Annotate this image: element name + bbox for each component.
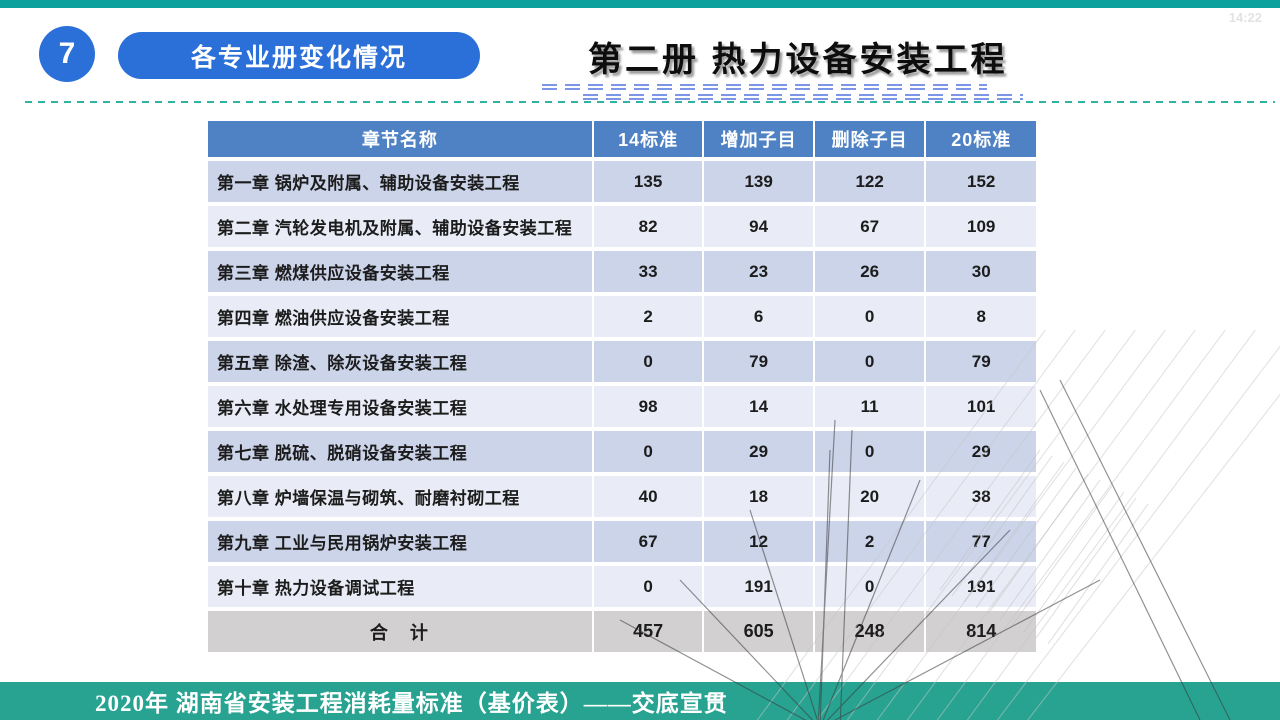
value-cell: 18 — [704, 476, 813, 517]
value-cell: 77 — [926, 521, 1036, 562]
table-header: 章节名称 14标准 增加子目 删除子目 20标准 — [208, 121, 1036, 157]
value-cell: 98 — [593, 386, 703, 427]
chapter-name-cell: 第四章 燃油供应设备安装工程 — [208, 296, 592, 337]
table-body: 第一章 锅炉及附属、辅助设备安装工程 135 139 122 152 第二章 汽轮发电机及… — [208, 161, 1036, 652]
value-cell: 38 — [926, 476, 1036, 517]
value-cell: 101 — [926, 386, 1036, 427]
footer-bar: 2020年 湖南省安装工程消耗量标准（基价表）——交底宣贯 — [0, 682, 1280, 720]
value-cell: 11 — [814, 386, 925, 427]
value-cell: 109 — [926, 206, 1036, 247]
table-row: 第五章 除渣、除灰设备安装工程 0 79 0 79 — [208, 341, 1036, 382]
divider-dashed-line — [25, 101, 1275, 103]
value-cell: 67 — [593, 521, 703, 562]
section-pill-label: 各专业册变化情况 — [190, 43, 407, 72]
column-header: 章节名称 — [208, 121, 592, 157]
value-cell: 0 — [814, 431, 925, 472]
value-cell: 0 — [593, 341, 703, 382]
value-cell: 29 — [926, 431, 1036, 472]
value-cell: 0 — [814, 341, 925, 382]
value-cell: 152 — [926, 161, 1036, 202]
slide-number-badge: 7 — [39, 26, 95, 82]
total-row: 合 计 457 605 248 814 — [208, 611, 1036, 652]
total-label-cell: 合 计 — [208, 611, 592, 652]
footer-title: 2020年 湖南省安装工程消耗量标准（基价表）——交底宣贯 — [95, 691, 728, 716]
table-row: 第三章 燃煤供应设备安装工程 33 23 26 30 — [208, 251, 1036, 292]
chapter-name-cell: 第八章 炉墙保温与砌筑、耐磨衬砌工程 — [208, 476, 592, 517]
value-cell: 79 — [926, 341, 1036, 382]
total-value-cell: 248 — [814, 611, 925, 652]
value-cell: 2 — [593, 296, 703, 337]
value-cell: 191 — [704, 566, 813, 607]
slide-title: 第二册 热力设备安装工程 — [588, 41, 1008, 79]
value-cell: 30 — [926, 251, 1036, 292]
table-row: 第九章 工业与民用锅炉安装工程 67 12 2 77 — [208, 521, 1036, 562]
value-cell: 14 — [704, 386, 813, 427]
value-cell: 33 — [593, 251, 703, 292]
column-header: 20标准 — [926, 121, 1036, 157]
chapter-name-cell: 第一章 锅炉及附属、辅助设备安装工程 — [208, 161, 592, 202]
value-cell: 8 — [926, 296, 1036, 337]
value-cell: 82 — [593, 206, 703, 247]
value-cell: 40 — [593, 476, 703, 517]
value-cell: 67 — [814, 206, 925, 247]
table-row: 第一章 锅炉及附属、辅助设备安装工程 135 139 122 152 — [208, 161, 1036, 202]
value-cell: 12 — [704, 521, 813, 562]
header-row: 章节名称 14标准 增加子目 删除子目 20标准 — [208, 121, 1036, 157]
value-cell: 23 — [704, 251, 813, 292]
chapter-name-cell: 第五章 除渣、除灰设备安装工程 — [208, 341, 592, 382]
value-cell: 79 — [704, 341, 813, 382]
value-cell: 20 — [814, 476, 925, 517]
value-cell: 122 — [814, 161, 925, 202]
value-cell: 191 — [926, 566, 1036, 607]
chapter-name-cell: 第十章 热力设备调试工程 — [208, 566, 592, 607]
value-cell: 0 — [593, 431, 703, 472]
column-header: 14标准 — [593, 121, 703, 157]
chapter-name-cell: 第七章 脱硫、脱硝设备安装工程 — [208, 431, 592, 472]
table-row: 第十章 热力设备调试工程 0 191 0 191 — [208, 566, 1036, 607]
decorative-dash-line — [542, 84, 987, 92]
chapter-name-cell: 第二章 汽轮发电机及附属、辅助设备安装工程 — [208, 206, 592, 247]
chapter-name-cell: 第九章 工业与民用锅炉安装工程 — [208, 521, 592, 562]
chapter-name-cell: 第六章 水处理专用设备安装工程 — [208, 386, 592, 427]
table-row: 第七章 脱硫、脱硝设备安装工程 0 29 0 29 — [208, 431, 1036, 472]
value-cell: 6 — [704, 296, 813, 337]
decorative-dash-line — [583, 94, 1023, 102]
value-cell: 0 — [814, 566, 925, 607]
clock-watermark: 14:22 — [1228, 10, 1262, 25]
value-cell: 26 — [814, 251, 925, 292]
value-cell: 94 — [704, 206, 813, 247]
chapter-name-cell: 第三章 燃煤供应设备安装工程 — [208, 251, 592, 292]
section-pill: 各专业册变化情况 — [118, 32, 480, 79]
total-value-cell: 457 — [593, 611, 703, 652]
table-row: 第四章 燃油供应设备安装工程 2 6 0 8 — [208, 296, 1036, 337]
value-cell: 0 — [814, 296, 925, 337]
value-cell: 135 — [593, 161, 703, 202]
table-row: 第八章 炉墙保温与砌筑、耐磨衬砌工程 40 18 20 38 — [208, 476, 1036, 517]
total-value-cell: 605 — [704, 611, 813, 652]
top-accent-bar — [0, 0, 1280, 8]
value-cell: 139 — [704, 161, 813, 202]
value-cell: 2 — [814, 521, 925, 562]
changes-table: 章节名称 14标准 增加子目 删除子目 20标准 第一章 锅炉及附属、辅助设备安装工程 1… — [206, 117, 1038, 656]
table-row: 第六章 水处理专用设备安装工程 98 14 11 101 — [208, 386, 1036, 427]
total-value-cell: 814 — [926, 611, 1036, 652]
value-cell: 29 — [704, 431, 813, 472]
column-header: 删除子目 — [814, 121, 925, 157]
value-cell: 0 — [593, 566, 703, 607]
column-header: 增加子目 — [704, 121, 813, 157]
table-row: 第二章 汽轮发电机及附属、辅助设备安装工程 82 94 67 109 — [208, 206, 1036, 247]
slide-number-label: 7 — [58, 37, 76, 70]
